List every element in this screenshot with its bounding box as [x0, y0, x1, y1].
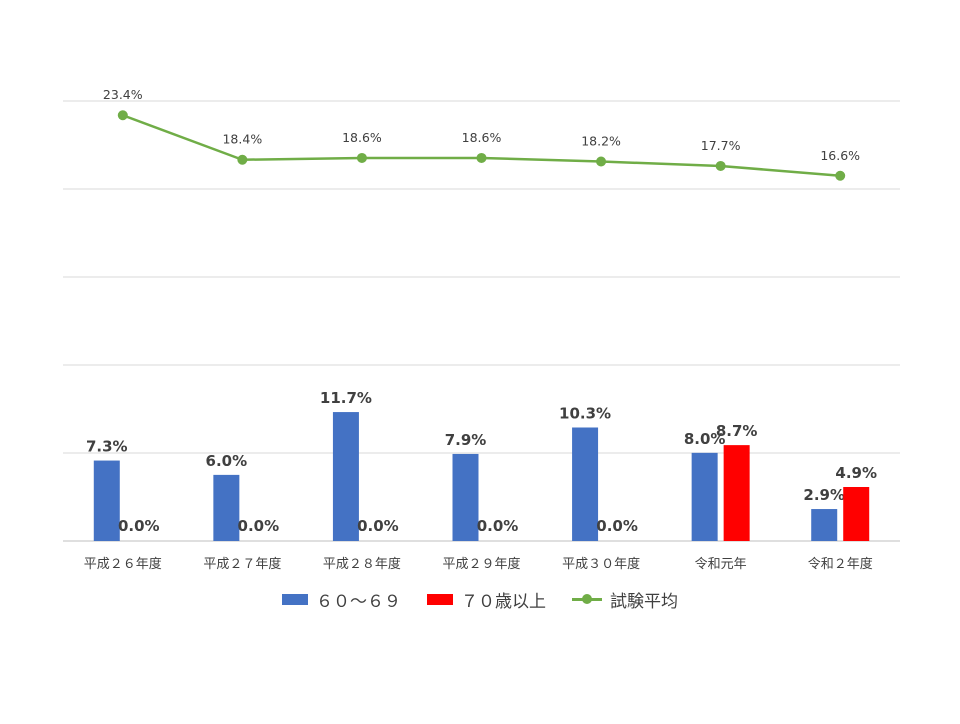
bar-data-label: 7.9%: [445, 431, 487, 449]
bar-data-label: 0.0%: [596, 517, 638, 535]
line-data-label: 16.6%: [820, 148, 860, 163]
line-data-label: 18.4%: [222, 132, 262, 147]
bar-data-label: 2.9%: [803, 486, 845, 504]
x-tick-label: 令和２年度: [808, 556, 873, 572]
bar-70-plus: [723, 445, 750, 541]
x-tick-label: 平成２６年度: [84, 556, 162, 572]
bar-data-label: 7.3%: [86, 438, 128, 456]
bar-60-69: [93, 460, 120, 541]
legend: ６０～６９ ７０歳以上 試験平均: [0, 586, 960, 612]
bar-data-label: 8.0%: [684, 430, 726, 448]
line-point: [356, 152, 367, 163]
x-tick-label: 平成２７年度: [203, 556, 281, 572]
line-point: [596, 156, 607, 167]
bar-data-label: 0.0%: [118, 517, 160, 535]
x-tick-label: 平成３０年度: [562, 556, 640, 572]
legend-item-70-plus: ７０歳以上: [427, 587, 546, 612]
bar-data-label: 8.7%: [716, 422, 758, 440]
line-point: [476, 152, 487, 163]
x-tick-label: 平成２９年度: [442, 556, 520, 572]
bar-70-plus: [843, 487, 870, 541]
bar-data-label: 0.0%: [477, 517, 519, 535]
bar-data-label: 10.3%: [559, 404, 611, 422]
line-data-label: 17.7%: [701, 138, 741, 153]
bar-data-label: 0.0%: [357, 517, 399, 535]
line-point: [835, 170, 846, 181]
bar-data-label: 6.0%: [206, 452, 248, 470]
bar-60-69: [811, 509, 838, 541]
line-data-label: 18.2%: [581, 134, 621, 149]
line-data-label: 18.6%: [342, 130, 382, 145]
bar-60-69: [452, 453, 479, 541]
bar-60-69: [332, 412, 359, 541]
bar-data-label: 4.9%: [835, 464, 877, 482]
line-data-label: 18.6%: [462, 130, 502, 145]
legend-item-exam-average: 試験平均: [572, 587, 678, 612]
line-point: [237, 154, 248, 165]
bar-60-69: [213, 474, 240, 541]
bar-data-label: 11.7%: [320, 389, 372, 407]
x-tick-label: 令和元年: [695, 557, 747, 572]
bar-60-69: [691, 452, 718, 541]
bar-60-69: [572, 427, 599, 541]
line-point: [117, 110, 128, 121]
line-point: [715, 160, 726, 171]
legend-swatch-exam-average: [572, 593, 602, 605]
legend-label-70-plus: ７０歳以上: [461, 591, 546, 612]
legend-swatch-60-69: [282, 593, 308, 605]
bar-data-label: 0.0%: [238, 517, 280, 535]
line-data-label: 23.4%: [103, 87, 143, 102]
legend-item-60-69: ６０～６９: [282, 587, 401, 612]
legend-swatch-70-plus: [427, 593, 453, 605]
legend-label-60-69: ６０～６９: [316, 591, 401, 612]
x-tick-label: 平成２８年度: [323, 556, 401, 572]
legend-label-exam-average: 試験平均: [610, 591, 678, 612]
